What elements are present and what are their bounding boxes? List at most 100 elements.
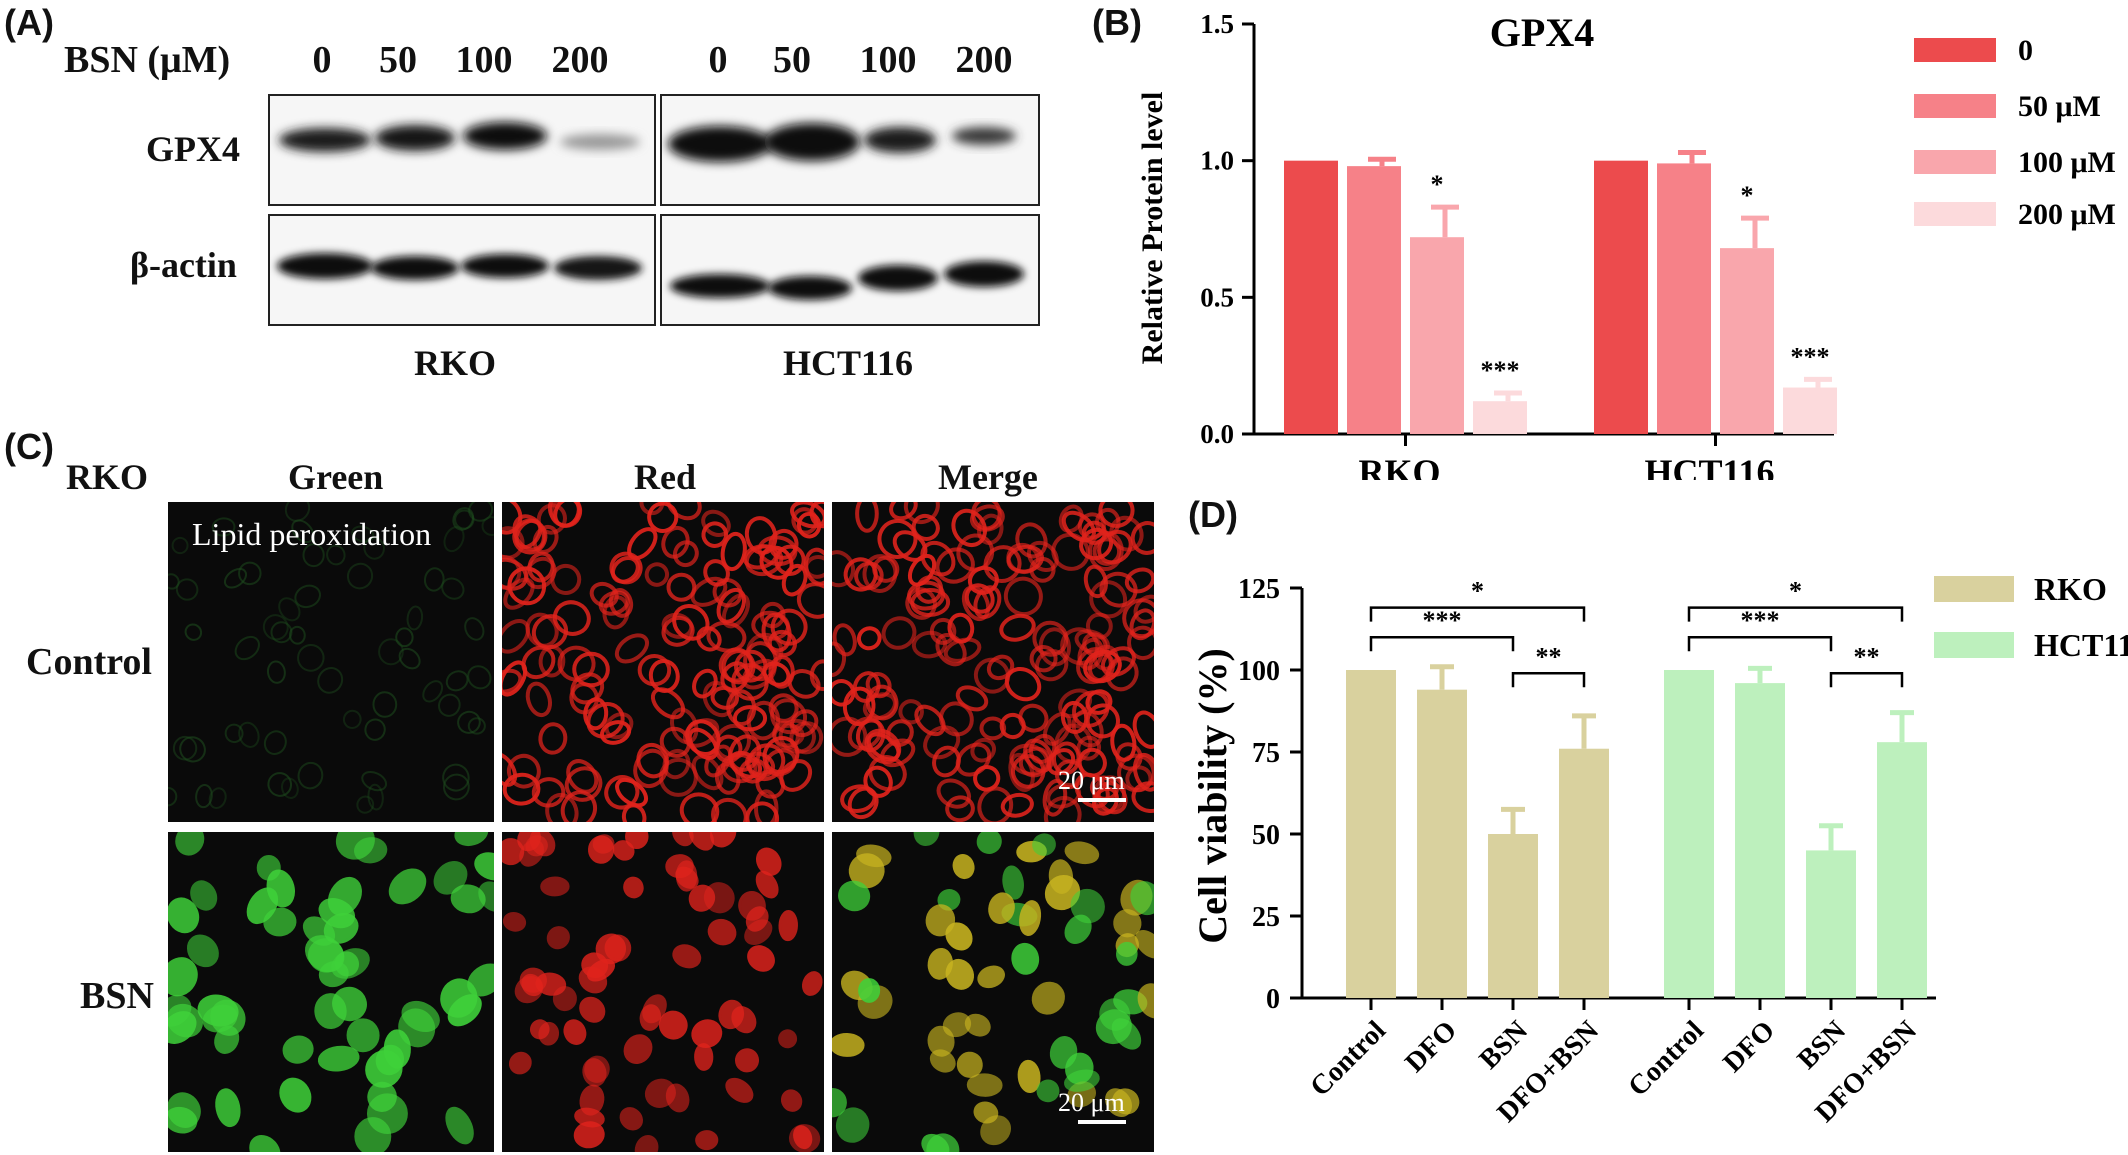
cell (367, 1081, 397, 1112)
cell (1058, 504, 1084, 534)
band (554, 256, 642, 280)
cell (398, 647, 421, 670)
cell (988, 892, 1015, 924)
bar (1347, 166, 1401, 434)
cell (706, 620, 747, 653)
cell (175, 832, 205, 856)
cell (503, 577, 535, 610)
cell (770, 608, 808, 646)
cell (711, 797, 748, 822)
cell (903, 502, 940, 525)
cell (512, 514, 546, 552)
cell (342, 709, 362, 729)
cell (1054, 759, 1085, 790)
cell (778, 718, 816, 754)
band (461, 254, 549, 278)
cell (529, 832, 556, 857)
legend-label: HCT116 (2034, 627, 2128, 663)
dose-label: 50 (379, 39, 417, 81)
cell (335, 832, 375, 860)
significance-bracket (1687, 606, 1904, 622)
cell (619, 1107, 643, 1131)
cell (474, 852, 494, 881)
bar (1473, 401, 1527, 434)
cell (388, 868, 427, 905)
bar (1783, 387, 1837, 434)
scale-bar (1078, 1120, 1126, 1124)
cell (317, 666, 344, 694)
cell (249, 1134, 281, 1152)
cell (801, 971, 823, 996)
cell (284, 502, 311, 522)
dose-label: 0 (312, 39, 332, 81)
bar (1346, 670, 1396, 998)
cell (502, 557, 529, 591)
cell (976, 513, 1004, 545)
blot-actin-hct116 (660, 214, 1040, 326)
cell (1003, 576, 1043, 617)
dose-label: 100 (859, 39, 917, 81)
cell (502, 912, 527, 932)
cell (356, 795, 375, 814)
cell (172, 735, 198, 761)
cell (778, 910, 798, 942)
cell-line-label-rko: RKO (414, 343, 497, 383)
image-bsn-green (168, 832, 494, 1152)
cell (573, 1121, 605, 1149)
cell (302, 543, 325, 568)
legend-swatch (1914, 94, 1996, 118)
cell (262, 614, 289, 641)
cell (215, 1088, 241, 1128)
cell (467, 717, 486, 735)
dose-label: 200 (955, 39, 1013, 81)
cell (604, 712, 634, 740)
cell (234, 635, 260, 661)
dose-label: 50 (773, 39, 811, 81)
cell (1032, 620, 1069, 657)
significance-mark: *** (1741, 606, 1780, 635)
cell (452, 507, 475, 531)
significance-bracket (1829, 672, 1904, 688)
cell (1008, 752, 1035, 792)
cell (1060, 700, 1089, 734)
scale-bar-label: 20 μm (1058, 766, 1125, 795)
cell (847, 786, 879, 820)
cell (969, 504, 1005, 532)
band (764, 123, 860, 161)
cell (809, 659, 824, 692)
dose-label: 200 (551, 39, 609, 81)
cell (289, 625, 306, 645)
band (952, 127, 1016, 145)
cell (1137, 983, 1154, 1019)
cell (973, 585, 1002, 619)
cell (1000, 792, 1034, 818)
band (768, 276, 852, 300)
significance-mark: * (1431, 170, 1444, 199)
y-tick-label: 125 (1238, 574, 1280, 605)
image-bsn-red (502, 832, 824, 1152)
channel-label-merge: Merge (938, 457, 1038, 497)
cell (905, 587, 937, 620)
significance-bracket (1687, 635, 1833, 652)
cell (862, 554, 898, 593)
cell (1043, 795, 1082, 822)
significance-mark: * (1471, 577, 1484, 606)
cell (168, 897, 200, 934)
cell (442, 763, 470, 792)
cell (294, 584, 322, 609)
cell (712, 577, 743, 608)
image-control-green: Lipid peroxidation (168, 502, 494, 822)
cell (734, 1048, 760, 1073)
cell (1072, 690, 1110, 728)
cell (633, 748, 669, 789)
cell (570, 672, 605, 705)
cell (980, 1115, 1011, 1146)
cell (725, 1077, 754, 1103)
cell (1130, 881, 1154, 916)
cell (467, 665, 492, 690)
bar (1806, 850, 1856, 998)
cell (793, 1125, 813, 1150)
row-label-control: Control (26, 641, 152, 683)
cell (450, 884, 486, 914)
cell-line-label-hct116: HCT116 (783, 343, 914, 383)
